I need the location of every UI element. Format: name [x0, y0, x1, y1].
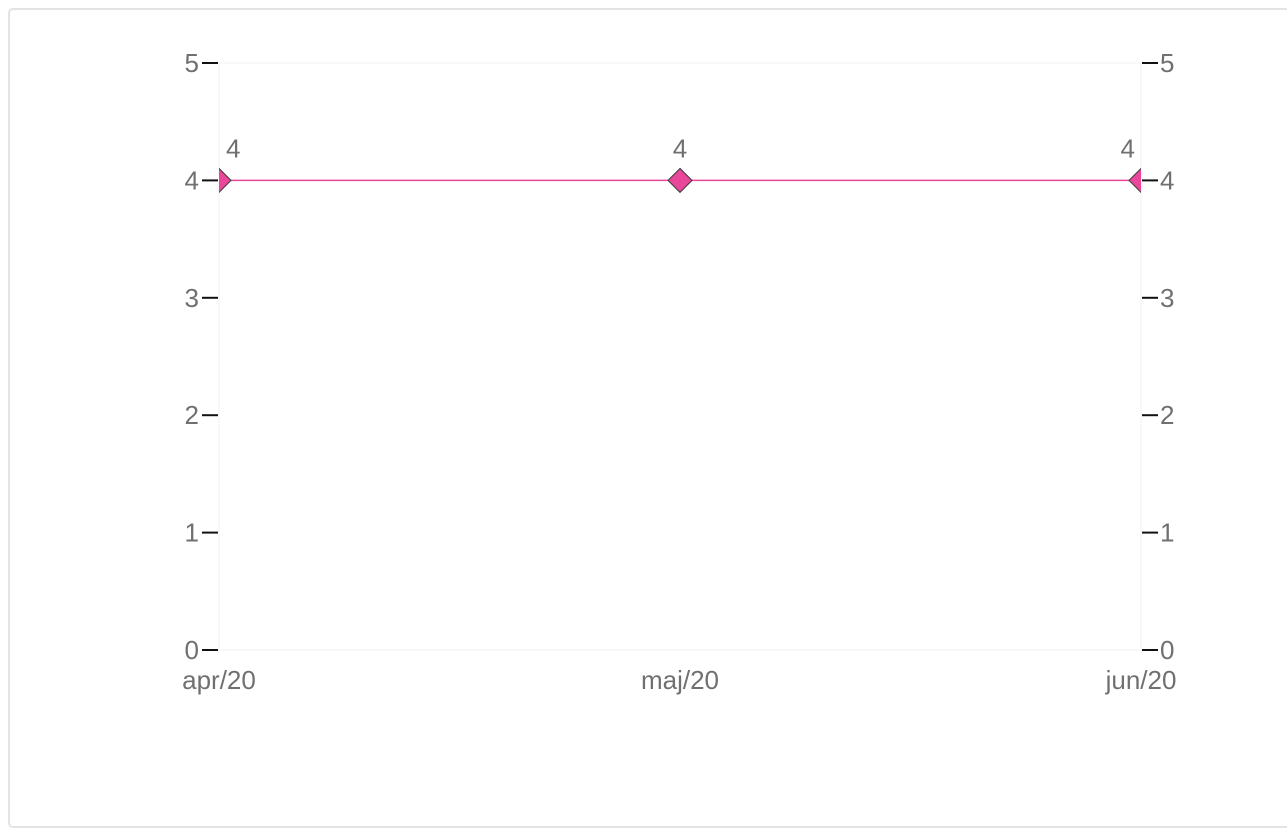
data-point-marker[interactable]	[207, 167, 232, 194]
y-left-tick-label: 0	[185, 635, 199, 665]
y-right-tick-label: 2	[1160, 400, 1174, 430]
y-left-tick-label: 3	[185, 283, 199, 313]
x-tick-label: jun/20	[1105, 665, 1177, 695]
y-left-tick-label: 4	[185, 165, 199, 195]
data-label: 4	[226, 133, 240, 163]
y-left-tick-label: 1	[185, 518, 199, 548]
y-axis-right: 0 1 2 3 4 5	[1142, 48, 1174, 665]
y-right-tick-label: 3	[1160, 283, 1174, 313]
data-label: 4	[673, 133, 687, 163]
y-axis-left: 0 1 2 3 4 5	[185, 48, 218, 665]
y-right-tick-label: 5	[1160, 48, 1174, 78]
data-point-marker[interactable]	[1128, 167, 1153, 194]
y-right-tick-label: 0	[1160, 635, 1174, 665]
y-left-tick-label: 2	[185, 400, 199, 430]
data-label: 4	[1121, 133, 1135, 163]
x-axis: apr/20 maj/20 jun/20	[182, 665, 1176, 695]
y-right-tick-label: 1	[1160, 518, 1174, 548]
data-point-marker[interactable]	[667, 167, 693, 194]
chart-card	[8, 8, 1287, 828]
x-tick-label: apr/20	[182, 665, 256, 695]
y-left-tick-label: 5	[185, 48, 199, 78]
y-right-tick-label: 4	[1160, 165, 1174, 195]
series-group: 4 4 4	[207, 133, 1153, 194]
plot-area	[218, 62, 1142, 651]
x-tick-label: maj/20	[641, 665, 719, 695]
